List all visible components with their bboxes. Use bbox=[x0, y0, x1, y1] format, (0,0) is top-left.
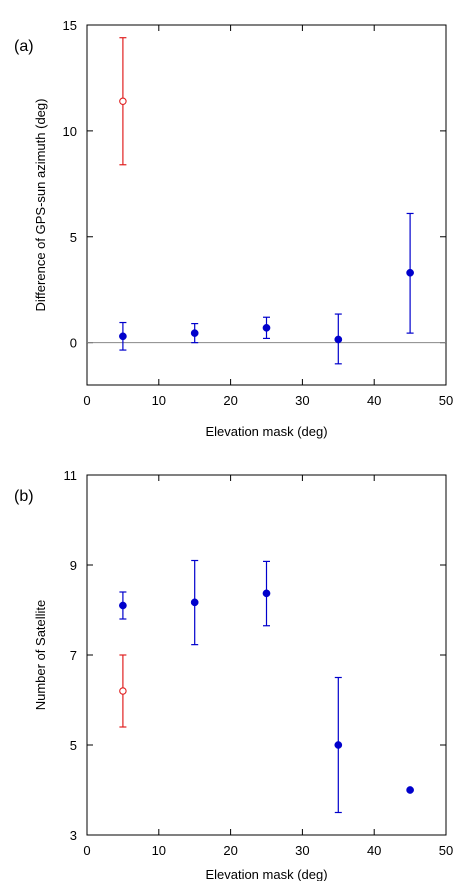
y-tick-label: 10 bbox=[63, 124, 77, 139]
plot-frame bbox=[86, 24, 447, 386]
x-tick-label: 20 bbox=[223, 393, 237, 408]
data-point bbox=[406, 786, 414, 794]
x-tick-label: 10 bbox=[152, 843, 166, 858]
x-tick-label: 20 bbox=[223, 843, 237, 858]
y-tick-label: 0 bbox=[70, 336, 77, 351]
y-tick-label: 7 bbox=[70, 648, 77, 663]
x-axis-label: Elevation mask (deg) bbox=[205, 867, 327, 881]
data-point bbox=[119, 97, 127, 105]
series-1 bbox=[119, 654, 127, 728]
x-tick-label: 10 bbox=[152, 393, 166, 408]
data-point bbox=[262, 323, 271, 332]
y-axis-label: Difference of GPS-sun azimuth (deg) bbox=[33, 99, 48, 312]
y-axis-label: Number of Satellite bbox=[33, 600, 48, 711]
data-point bbox=[119, 332, 127, 341]
y-tick-label: 15 bbox=[63, 18, 77, 33]
y-tick-label: 3 bbox=[70, 828, 77, 843]
y-tick-label: 9 bbox=[70, 558, 77, 573]
x-tick-label: 50 bbox=[439, 393, 453, 408]
series-0 bbox=[119, 212, 414, 365]
x-tick-label: 0 bbox=[83, 393, 90, 408]
data-point bbox=[119, 601, 127, 610]
x-tick-label: 0 bbox=[83, 843, 90, 858]
data-point bbox=[334, 335, 343, 344]
x-tick-label: 50 bbox=[439, 843, 453, 858]
series-1 bbox=[119, 37, 127, 166]
x-axis-label: Elevation mask (deg) bbox=[205, 424, 327, 439]
series-0 bbox=[119, 559, 414, 814]
x-tick-label: 40 bbox=[367, 393, 381, 408]
y-tick-label: 5 bbox=[70, 230, 77, 245]
panel-b: 0 10 20 30 40 50 3 5 7 9 11 Elevation mask (deg) Num… bbox=[14, 468, 453, 881]
data-point bbox=[262, 589, 271, 598]
panel-a: 0 10 20 30 40 50 0 5 10 15 Elevation mask (deg) Dif… bbox=[14, 18, 453, 439]
data-point bbox=[334, 741, 343, 749]
plot-frame bbox=[86, 474, 447, 836]
data-point bbox=[190, 329, 199, 337]
panel-label: (a) bbox=[14, 38, 34, 55]
data-point bbox=[119, 687, 127, 695]
x-tick-label: 30 bbox=[295, 393, 309, 408]
y-tick-label: 5 bbox=[70, 738, 77, 753]
panel-label: (b) bbox=[14, 488, 34, 505]
data-point bbox=[406, 268, 414, 277]
y-tick-label: 11 bbox=[64, 468, 78, 483]
x-tick-label: 40 bbox=[367, 843, 381, 858]
x-tick-label: 30 bbox=[295, 843, 309, 858]
data-point bbox=[190, 598, 199, 607]
